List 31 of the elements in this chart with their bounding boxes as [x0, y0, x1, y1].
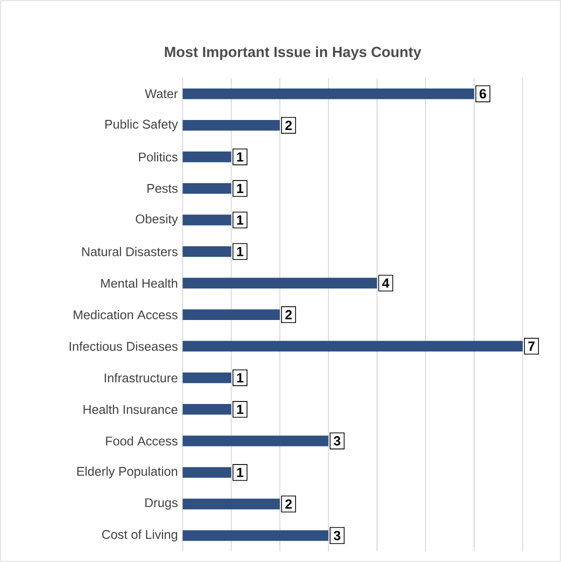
chart-title: Most Important Issue in Hays County — [164, 46, 422, 60]
data-label: 1 — [237, 468, 244, 478]
y-tick-label: Public Safety — [105, 119, 178, 132]
data-label: 1 — [237, 215, 244, 225]
y-tick-label: Obesity — [136, 214, 178, 226]
y-tick-label: Mental Health — [101, 278, 178, 288]
data-label: 1 — [237, 246, 244, 256]
data-label: 1 — [237, 152, 244, 162]
y-tick-label: Natural Disasters — [82, 246, 178, 256]
data-label: 2 — [285, 120, 292, 130]
y-tick-label: Infrastructure — [104, 373, 178, 382]
data-label: 1 — [237, 404, 244, 414]
y-tick-label: Pests — [147, 184, 178, 193]
data-label: 1 — [237, 184, 244, 194]
data-label: 6 — [480, 89, 486, 98]
data-label: 4 — [382, 278, 390, 288]
data-label: 3 — [334, 436, 340, 446]
y-tick-label: Food Access — [106, 436, 178, 446]
data-label: 3 — [334, 530, 340, 540]
data-label: 1 — [237, 373, 244, 382]
y-tick-label: Water — [144, 89, 178, 98]
y-tick-label: Medication Access — [74, 310, 178, 320]
data-label: 7 — [528, 342, 535, 351]
y-tick-label: Drugs — [145, 498, 178, 510]
y-tick-label: Health Insurance — [84, 404, 178, 414]
y-tick-label: Elderly Population — [77, 466, 178, 478]
data-label: 2 — [285, 310, 292, 320]
data-label: 2 — [285, 499, 292, 509]
y-tick-label: Cost of Living — [102, 530, 178, 542]
y-tick-label: Infectious Diseases — [70, 342, 178, 351]
y-tick-label: Politics — [139, 152, 178, 162]
